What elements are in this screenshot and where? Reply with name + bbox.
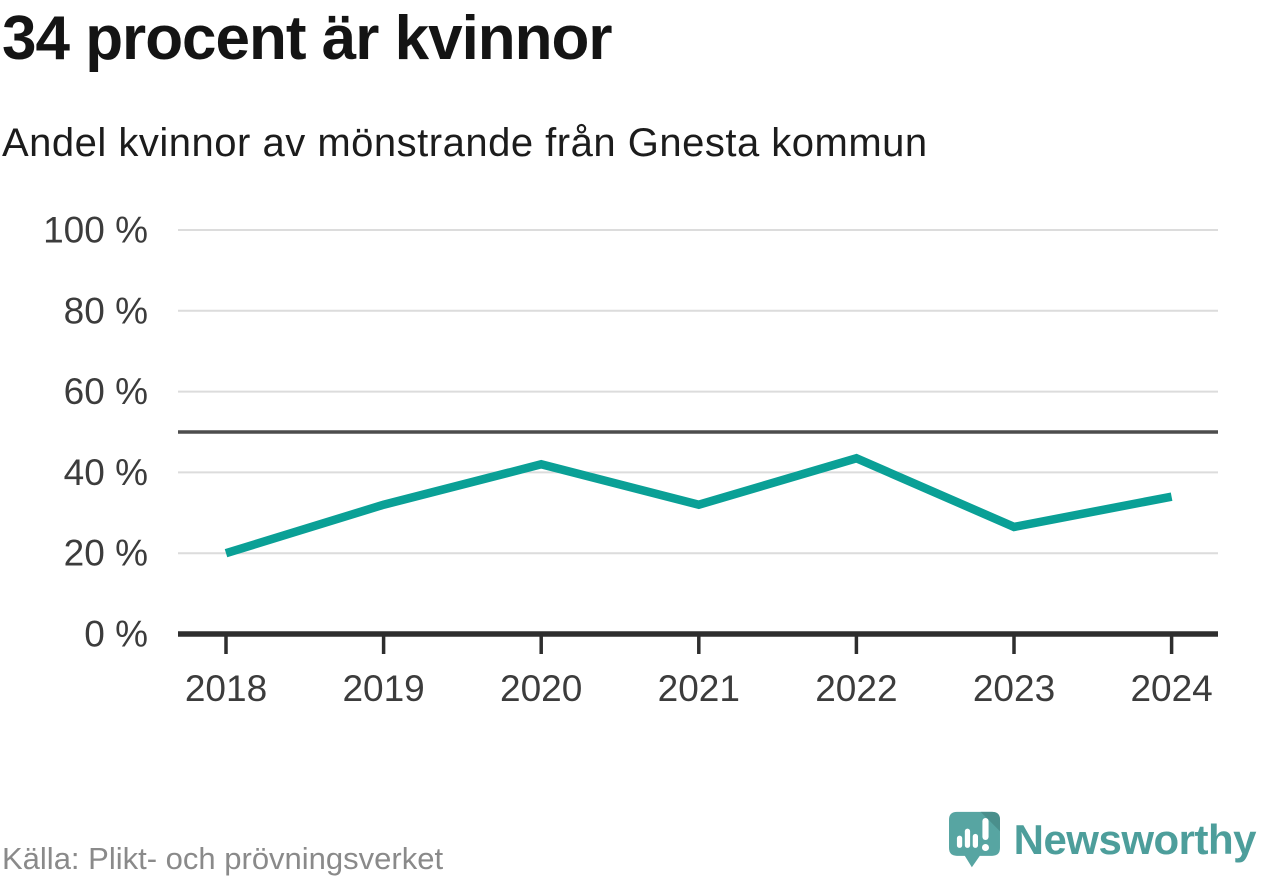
x-tick-label: 2023	[973, 668, 1055, 709]
y-tick-label: 20 %	[64, 533, 148, 574]
data-line	[224, 453, 1173, 558]
chart-subtitle: Andel kvinnor av mönstrande från Gnesta …	[2, 121, 928, 165]
newsworthy-wordmark: Newsworthy	[1013, 816, 1257, 863]
chart-title: 34 procent är kvinnor	[2, 4, 613, 73]
source-note: Källa: Plikt- och prövningsverket	[2, 841, 444, 876]
x-tick-label: 2021	[658, 668, 740, 709]
x-tick-label: 2019	[342, 668, 424, 709]
y-tick-label: 100 %	[43, 210, 148, 251]
logo-bar-2	[964, 828, 970, 848]
newsworthy-logo-icon	[948, 811, 1000, 868]
y-tick-label: 0 %	[84, 614, 148, 655]
y-tick-label: 60 %	[64, 371, 148, 412]
y-tick-label: 80 %	[64, 290, 148, 331]
x-tick-label: 2024	[1130, 668, 1212, 709]
logo-bar-1	[956, 835, 962, 848]
logo-bar-3	[972, 833, 978, 848]
newsworthy-logo: Newsworthy	[948, 811, 1257, 869]
logo-exclamation-bar	[982, 818, 989, 840]
x-tick-label: 2020	[500, 668, 582, 709]
logo-exclamation-dot	[981, 843, 989, 851]
x-tick-label: 2018	[185, 668, 267, 709]
y-tick-label: 40 %	[64, 452, 148, 493]
x-tick-label: 2022	[815, 668, 897, 709]
